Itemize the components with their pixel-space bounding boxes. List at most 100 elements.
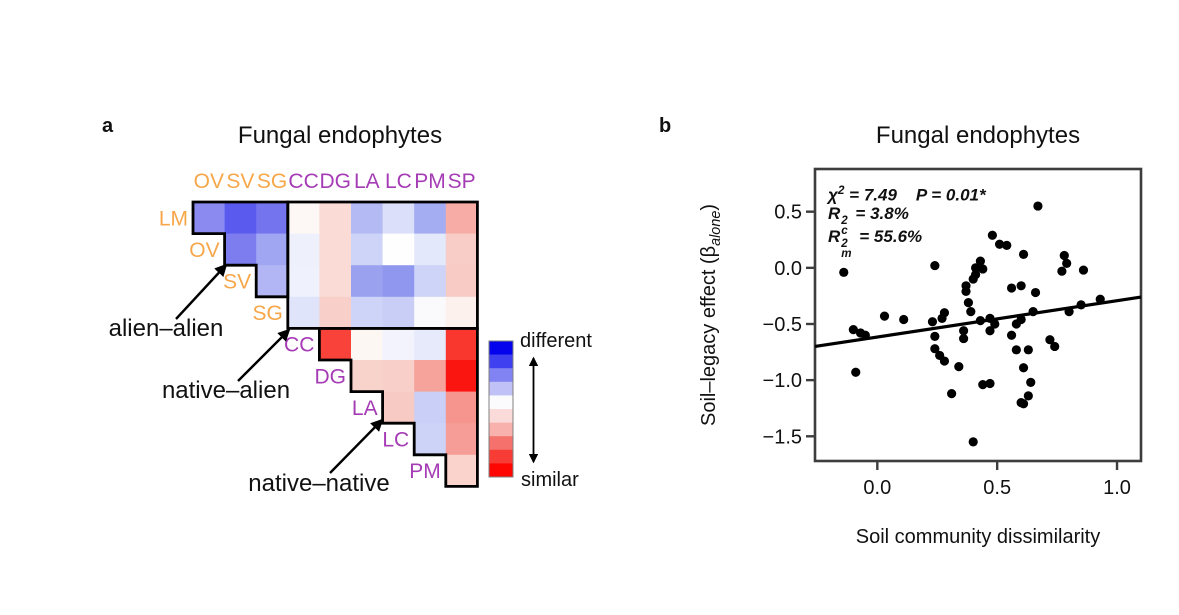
- scatter-point: [959, 333, 969, 344]
- row-label-LA: LA: [352, 397, 378, 420]
- col-label-SP: SP: [448, 170, 476, 193]
- scatter-point: [860, 330, 870, 340]
- heatmap-cell-SV-PM: [414, 265, 447, 298]
- colorbar-segment: [489, 436, 513, 451]
- scatter-point: [939, 308, 950, 318]
- scatter-point: [1023, 345, 1033, 355]
- x-tick-label: 0.0: [863, 477, 891, 499]
- heatmap-cell-SG-CC: [287, 296, 320, 329]
- panel-b-label: b: [659, 115, 672, 137]
- scatter-point: [930, 344, 940, 354]
- heatmap-cell-LM-LC: [382, 202, 415, 234]
- scatter-point: [968, 437, 978, 447]
- x-tick-label: 1.0: [1103, 477, 1131, 499]
- row-label-SG: SG: [252, 302, 282, 325]
- scatter-point: [971, 263, 981, 273]
- annotation-arrow-native-native: [329, 418, 384, 474]
- heatmap-cell-SV-LC: [382, 265, 415, 298]
- scatter-point: [930, 260, 940, 271]
- heatmap-cell-SV-LA: [351, 265, 383, 298]
- y-axis-label: Soil–legacy effect (βalone): [698, 204, 724, 427]
- heatmap-cell-SG-LA: [351, 296, 383, 329]
- scatter-point: [1006, 330, 1017, 340]
- heatmap-cell-DG-LA: [351, 360, 383, 392]
- colorbar-segment: [489, 381, 513, 396]
- colorbar-border: [488, 340, 514, 478]
- scatter-point: [947, 389, 957, 399]
- heatmap-cell-LM-OV: [193, 202, 225, 234]
- heatmap-cell-OV-DG: [319, 233, 352, 266]
- region-outline-native-native: [318, 327, 479, 488]
- heatmap-cell-DG-PM: [414, 360, 447, 392]
- scatter-point: [990, 319, 1000, 329]
- scatter-point: [959, 326, 969, 336]
- model-stats: χ2 = 7.49 P = 0.01* R 2 c = 3.8% R 2 m = 55.6%: [828, 179, 986, 260]
- colorbar-segment: [489, 395, 513, 410]
- stats-line-1: χ2 = 7.49 P = 0.01*: [828, 183, 986, 205]
- scatter-point: [966, 307, 976, 317]
- heatmap-cell-CC-SP: [445, 328, 478, 361]
- heatmap-cell-OV-LA: [351, 233, 383, 266]
- heatmap-cell-LM-SV: [224, 202, 257, 234]
- heatmap-cell-SV-SG: [256, 265, 289, 298]
- panel-b-title: Fungal endophytes: [875, 122, 1081, 149]
- scatter-point: [1016, 314, 1026, 325]
- y-tick-label: −0.5: [763, 314, 802, 336]
- heatmap-cell-LM-SG: [256, 202, 289, 234]
- heatmap-cell-DG-SP: [445, 360, 478, 392]
- y-tick-label: 0.0: [774, 258, 802, 280]
- colorbar-segment: [489, 463, 513, 478]
- heatmap-cell-DG-LC: [382, 360, 415, 392]
- heatmap-cell-OV-PM: [414, 233, 447, 266]
- scatter-point: [985, 326, 995, 336]
- colorbar-segment: [489, 341, 513, 355]
- scatter-point: [939, 356, 950, 366]
- row-label-DG: DG: [315, 365, 347, 388]
- annotation-arrow-native-alien: [237, 328, 291, 382]
- x-tick-label: 0.5: [983, 477, 1011, 499]
- row-label-PM: PM: [409, 460, 441, 483]
- scatter-point: [1030, 287, 1041, 298]
- scatter-point: [1023, 391, 1033, 401]
- colorbar-segment: [489, 422, 513, 437]
- scatter-point: [1064, 307, 1074, 317]
- heatmap-cell-LM-LA: [351, 202, 383, 234]
- scatter-point: [978, 264, 988, 274]
- col-label-CC: CC: [288, 170, 318, 193]
- scatter-point: [987, 230, 997, 240]
- scatter-point: [1016, 281, 1026, 291]
- scatter-point: [1018, 399, 1029, 409]
- y-tick-label: −1.0: [763, 370, 802, 392]
- scatter-point: [1002, 240, 1012, 250]
- scatter-point: [930, 331, 940, 341]
- scatter-point: [994, 239, 1005, 249]
- col-label-OV: OV: [194, 170, 224, 193]
- scatter-point: [978, 380, 988, 390]
- scatter-point: [848, 325, 858, 335]
- heatmap-cell-SV-DG: [319, 265, 352, 298]
- heatmap-cell-LC-SP: [445, 423, 478, 456]
- heatmap-cell-OV-SG: [256, 233, 289, 266]
- plot-box: [813, 167, 1143, 463]
- scatter-point: [1006, 283, 1017, 293]
- heatmap-cell-OV-SP: [445, 233, 478, 266]
- col-label-PM: PM: [414, 170, 446, 193]
- scatter-figure: 0.0 0.5 1.0 0.5 0.0 −0.5 −1.0 −1.5: [763, 167, 1143, 499]
- heatmap-cell-LM-PM: [414, 202, 447, 234]
- scatter-point: [899, 314, 909, 325]
- scatter-point: [1018, 249, 1029, 259]
- scatter-point: [1057, 266, 1067, 276]
- scatter-point: [961, 281, 971, 291]
- scatter-point: [1026, 377, 1036, 387]
- heatmap-cell-SG-PM: [414, 296, 447, 329]
- colorbar-segment: [489, 368, 513, 383]
- scatter-point: [839, 267, 849, 277]
- legend-different-label: different: [520, 330, 592, 352]
- col-label-LA: LA: [354, 170, 380, 193]
- annotation-alien-alien: alien–alien: [108, 315, 224, 342]
- x-axis-label: Soil community dissimilarity: [855, 526, 1101, 548]
- scatter-point: [1011, 345, 1021, 355]
